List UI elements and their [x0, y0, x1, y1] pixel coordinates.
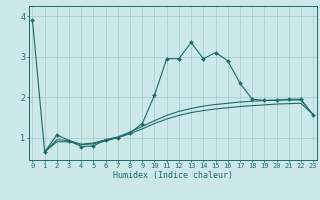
X-axis label: Humidex (Indice chaleur): Humidex (Indice chaleur): [113, 171, 233, 180]
